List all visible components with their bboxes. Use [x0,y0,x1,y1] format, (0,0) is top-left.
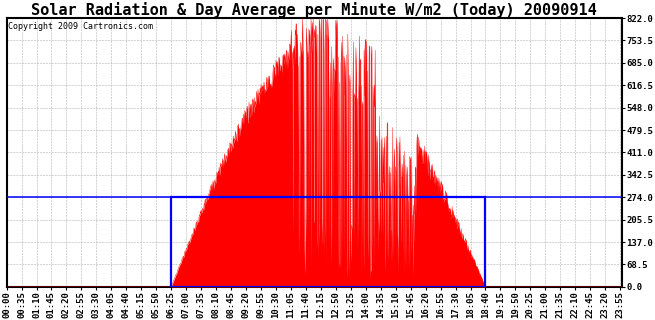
Text: Copyright 2009 Cartronics.com: Copyright 2009 Cartronics.com [9,22,153,31]
Bar [171,197,485,287]
Title: Solar Radiation & Day Average per Minute W/m2 (Today) 20090914: Solar Radiation & Day Average per Minute… [31,2,597,18]
